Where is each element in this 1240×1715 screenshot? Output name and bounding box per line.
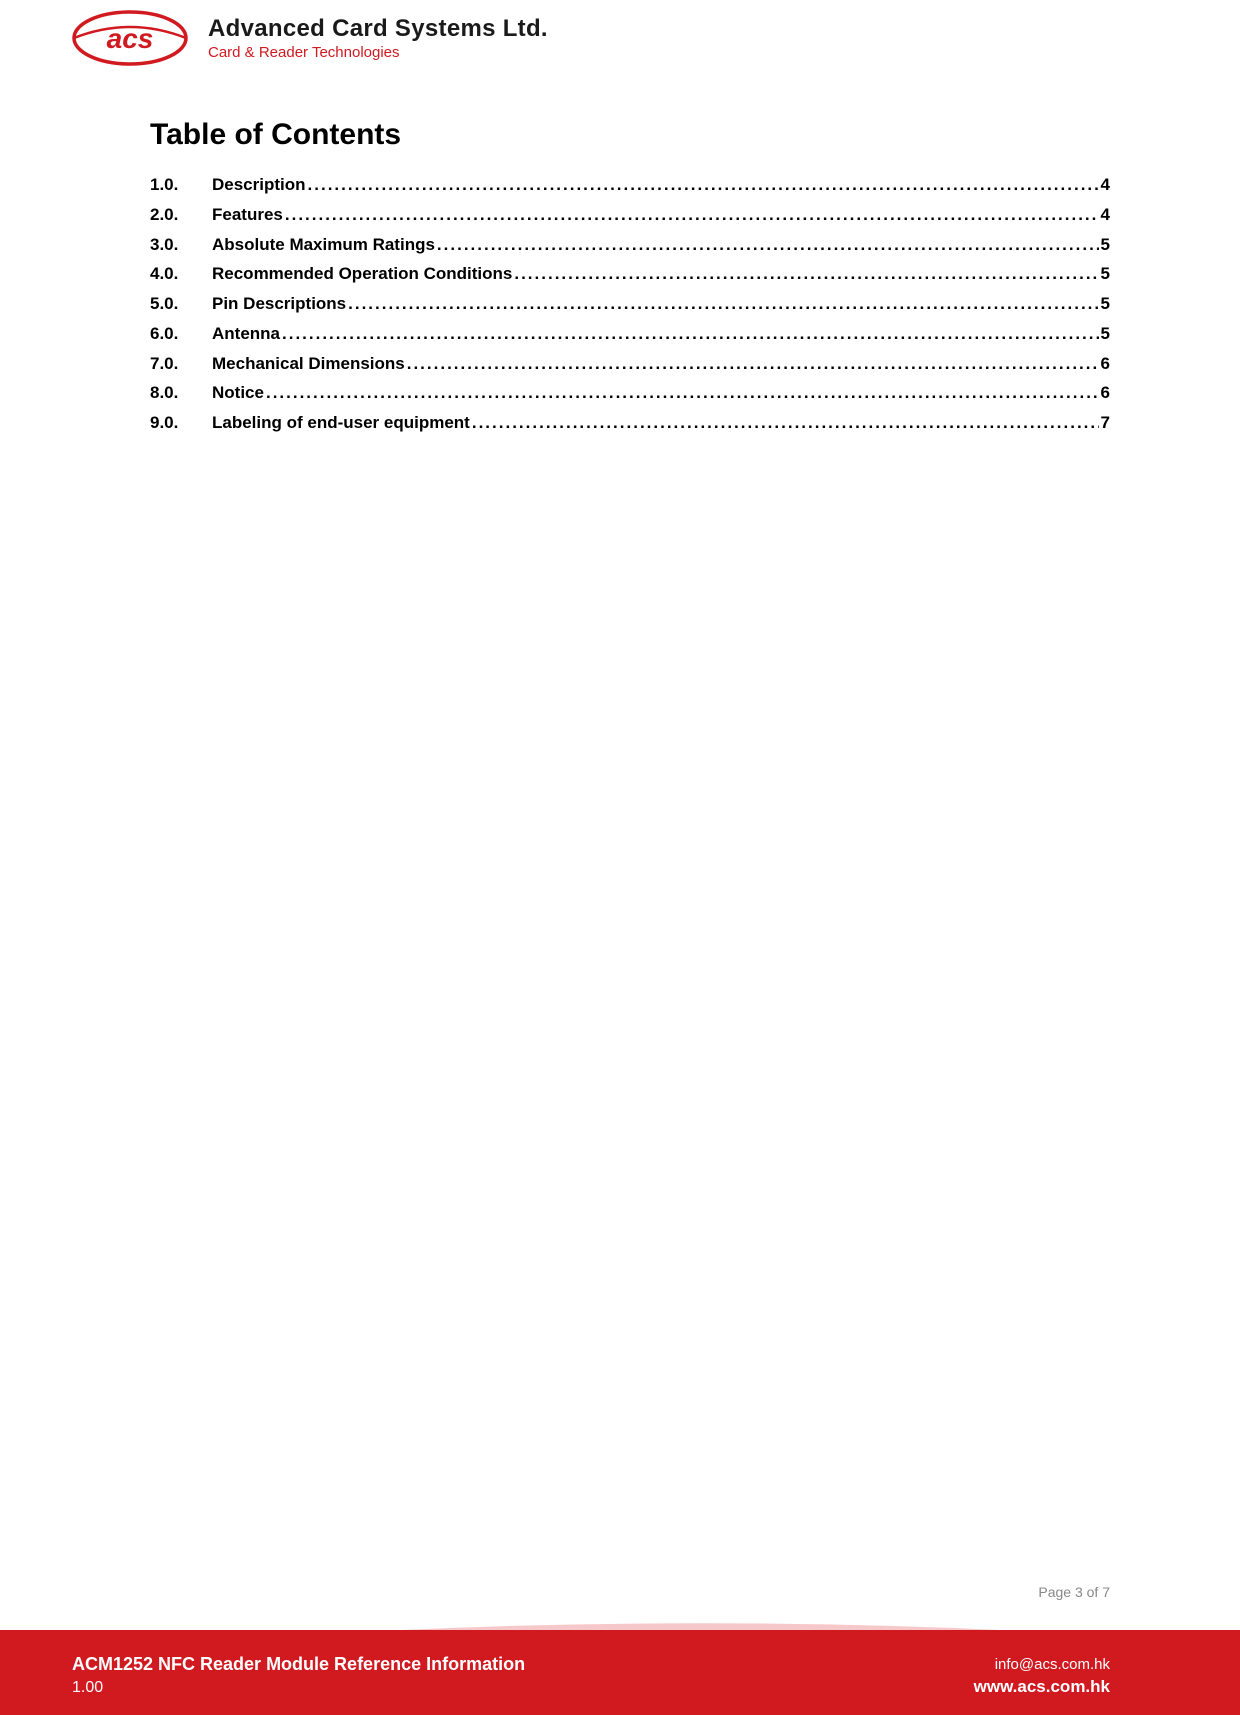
- toc-entry-label: Notice: [212, 378, 264, 408]
- toc-entry-page: 4: [1099, 170, 1110, 200]
- page-number: Page 3 of 7: [1038, 1584, 1110, 1600]
- toc-list: 1.0. Description 4 2.0. Features 4 3.0. …: [150, 170, 1110, 438]
- toc-dots: [405, 349, 1099, 379]
- toc-entry-number: 5.0.: [150, 289, 212, 319]
- toc-entry-number: 4.0.: [150, 259, 212, 289]
- toc-entry-label: Recommended Operation Conditions: [212, 259, 512, 289]
- toc-entry[interactable]: 2.0. Features 4: [150, 200, 1110, 230]
- toc-dots: [264, 378, 1099, 408]
- company-tagline: Card & Reader Technologies: [208, 44, 548, 61]
- toc-entry[interactable]: 9.0. Labeling of end‑user equipment 7: [150, 408, 1110, 438]
- toc-entry-label: Mechanical Dimensions: [212, 349, 405, 379]
- toc-entry-page: 5: [1099, 230, 1110, 260]
- toc-entry-number: 8.0.: [150, 378, 212, 408]
- company-name: Advanced Card Systems Ltd.: [208, 15, 548, 43]
- toc-entry-label: Pin Descriptions: [212, 289, 346, 319]
- footer-doc-title: ACM1252 NFC Reader Module Reference Info…: [72, 1654, 525, 1675]
- toc-entry-label: Labeling of end‑user equipment: [212, 408, 470, 438]
- page-content: Table of Contents 1.0. Description 4 2.0…: [150, 118, 1110, 438]
- footer-url: www.acs.com.hk: [974, 1677, 1110, 1697]
- toc-title: Table of Contents: [150, 118, 1110, 152]
- toc-entry[interactable]: 8.0. Notice 6: [150, 378, 1110, 408]
- toc-entry-page: 6: [1099, 349, 1110, 379]
- toc-entry[interactable]: 3.0. Absolute Maximum Ratings 5: [150, 230, 1110, 260]
- toc-entry-number: 7.0.: [150, 349, 212, 379]
- toc-entry-number: 2.0.: [150, 200, 212, 230]
- toc-dots: [280, 319, 1099, 349]
- toc-dots: [283, 200, 1099, 230]
- toc-entry-label: Absolute Maximum Ratings: [212, 230, 435, 260]
- toc-entry[interactable]: 1.0. Description 4: [150, 170, 1110, 200]
- footer-left: ACM1252 NFC Reader Module Reference Info…: [72, 1654, 525, 1697]
- toc-entry-number: 6.0.: [150, 319, 212, 349]
- toc-dots: [512, 259, 1098, 289]
- toc-entry-number: 9.0.: [150, 408, 212, 438]
- footer-version: 1.00: [72, 1679, 525, 1697]
- toc-entry-page: 7: [1099, 408, 1110, 438]
- toc-entry-page: 4: [1099, 200, 1110, 230]
- footer-email: info@acs.com.hk: [995, 1656, 1110, 1673]
- toc-entry-label: Features: [212, 200, 283, 230]
- toc-entry-number: 1.0.: [150, 170, 212, 200]
- toc-dots: [306, 170, 1099, 200]
- logo-text: acs: [107, 23, 154, 54]
- toc-entry-label: Antenna: [212, 319, 280, 349]
- toc-entry-page: 5: [1099, 319, 1110, 349]
- footer-right: info@acs.com.hk www.acs.com.hk: [974, 1656, 1110, 1697]
- toc-entry[interactable]: 7.0. Mechanical Dimensions 6: [150, 349, 1110, 379]
- page-footer: ACM1252 NFC Reader Module Reference Info…: [0, 1625, 1240, 1715]
- toc-entry-page: 5: [1099, 259, 1110, 289]
- toc-entry[interactable]: 6.0. Antenna 5: [150, 319, 1110, 349]
- toc-entry[interactable]: 5.0. Pin Descriptions 5: [150, 289, 1110, 319]
- toc-dots: [470, 408, 1099, 438]
- toc-entry-number: 3.0.: [150, 230, 212, 260]
- toc-entry-label: Description: [212, 170, 306, 200]
- document-page: acs Advanced Card Systems Ltd. Card & Re…: [0, 0, 1240, 1715]
- page-header: acs Advanced Card Systems Ltd. Card & Re…: [70, 8, 548, 68]
- toc-entry-page: 5: [1099, 289, 1110, 319]
- company-text-block: Advanced Card Systems Ltd. Card & Reader…: [208, 15, 548, 61]
- toc-dots: [346, 289, 1098, 319]
- toc-entry[interactable]: 4.0. Recommended Operation Conditions 5: [150, 259, 1110, 289]
- acs-logo: acs: [70, 8, 190, 68]
- toc-entry-page: 6: [1099, 378, 1110, 408]
- footer-content: ACM1252 NFC Reader Module Reference Info…: [72, 1654, 1110, 1697]
- toc-dots: [435, 230, 1099, 260]
